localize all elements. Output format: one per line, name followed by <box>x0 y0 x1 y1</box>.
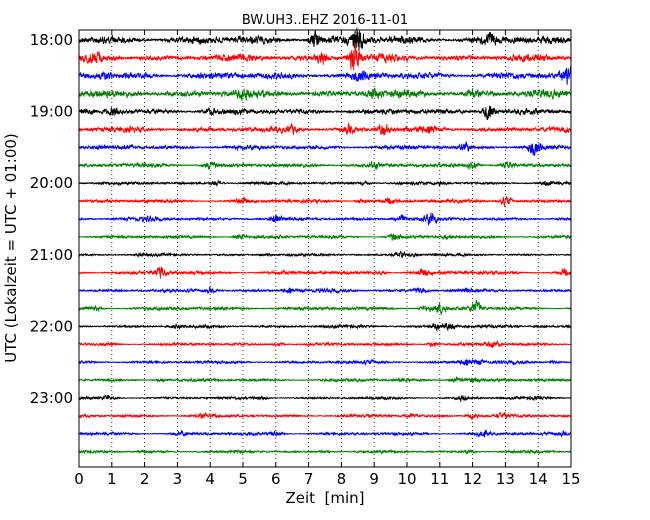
trace-2145 <box>78 299 572 315</box>
x-tick-label: 4 <box>205 470 215 488</box>
trace-2100 <box>78 250 572 259</box>
trace-2245 <box>78 376 572 384</box>
x-tick-label: 1 <box>107 470 117 488</box>
trace-2230 <box>78 358 572 366</box>
trace-1930 <box>78 141 572 156</box>
x-axis-ticks: 0 1 2 3 4 5 6 7 8 9 10 11 12 13 14 15 <box>74 30 581 488</box>
x-tick-label: 6 <box>271 470 281 488</box>
trace-2215 <box>78 339 572 348</box>
trace-1800 <box>78 27 572 52</box>
y-axis-label: UTC (Lokalzeit = UTC + 01:00) <box>2 133 20 363</box>
x-tick-label: 10 <box>397 470 416 488</box>
trace-2330 <box>78 429 572 439</box>
trace-1830 <box>78 64 572 85</box>
trace-2045 <box>78 233 572 241</box>
x-tick-label: 3 <box>173 470 183 488</box>
trace-1845 <box>78 87 572 102</box>
seismogram-traces <box>78 27 572 455</box>
trace-1915 <box>78 122 572 136</box>
trace-1900 <box>78 105 572 120</box>
y-tick-label: 21:00 <box>30 246 73 264</box>
y-tick-label: 20:00 <box>30 174 73 192</box>
trace-1945 <box>78 160 572 171</box>
y-tick-label: 22:00 <box>30 317 73 335</box>
x-tick-label: 8 <box>337 470 347 488</box>
trace-1815 <box>78 43 572 71</box>
trace-2200 <box>78 322 572 332</box>
x-tick-label: 9 <box>369 470 379 488</box>
chart-title: BW.UH3..EHZ 2016-11-01 <box>242 13 408 28</box>
y-tick-label: 19:00 <box>30 103 73 121</box>
x-tick-label: 13 <box>496 470 515 488</box>
plot-frame <box>78 29 572 468</box>
x-tick-label: 7 <box>304 470 314 488</box>
trace-2315 <box>78 411 572 421</box>
trace-2345 <box>78 448 572 455</box>
x-tick-label: 11 <box>430 470 449 488</box>
x-tick-label: 0 <box>74 470 84 488</box>
x-tick-label: 2 <box>140 470 150 488</box>
trace-2300 <box>78 394 572 402</box>
trace-2130 <box>78 286 572 295</box>
x-tick-label: 15 <box>561 470 580 488</box>
x-tick-label: 14 <box>529 470 548 488</box>
x-tick-label: 12 <box>463 470 482 488</box>
y-axis-ticks: 18:00 19:00 20:00 21:00 22:00 23:00 <box>30 31 571 407</box>
y-tick-label: 18:00 <box>30 31 73 49</box>
x-tick-label: 5 <box>238 470 248 488</box>
vertical-grid-lines <box>111 30 539 467</box>
trace-2030 <box>78 212 572 226</box>
trace-2115 <box>78 266 572 279</box>
x-axis-label: Zeit [min] <box>285 489 364 507</box>
y-tick-label: 23:00 <box>30 389 73 407</box>
trace-2015 <box>78 196 572 208</box>
trace-2000 <box>78 179 572 187</box>
